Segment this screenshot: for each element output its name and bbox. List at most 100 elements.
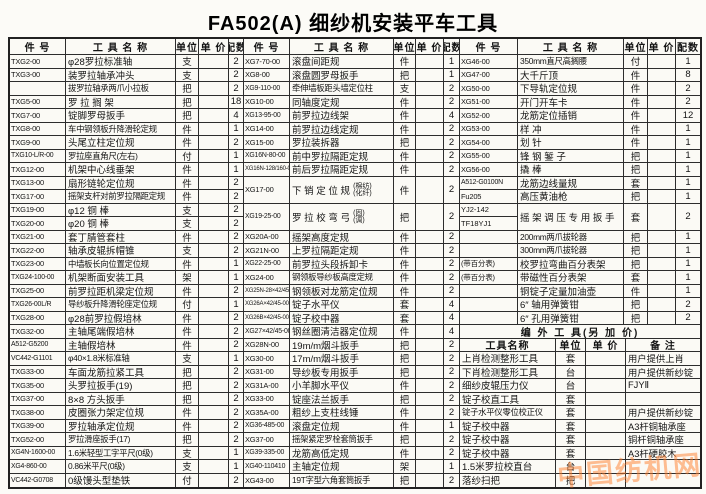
qty-cell: 1 [685,258,691,270]
tool-name-cell: 前罗拉边线架 [290,109,394,122]
part-cell: XG26B×42/45-00 [244,311,290,324]
qty-cell: 1 [685,244,691,256]
part-cell: TXG28-00 [10,311,66,324]
unit-cell: 把 [624,298,648,311]
table-row: XG52-00 龙筋定位插销件 12 [460,109,700,123]
part-cell: XG37-00 [244,433,290,446]
price-cell [199,433,229,446]
qty-cell: 1 [685,231,691,243]
extra-name-cell: 落纱扫把 [460,473,556,487]
part-cell: TXG52-00 [10,433,66,446]
unit-cell: 件 [176,311,199,324]
part-cell: TXG35-00 [10,379,66,392]
extra-name-cell: 下肖检测整形工具 [460,365,556,378]
table-row: XG43-00 19T字型六角套筒扳手把 2 [244,473,460,487]
part-cell: VC442-G1101 [10,352,66,365]
price-cell [199,55,229,68]
qty-cell: 1 [444,55,460,68]
table-row: XG54-00 划 针件 1 [460,136,700,150]
price-cell [199,311,229,324]
extra-row: 锭子校直工具套 [460,392,700,406]
table-row: XG19-25-00 罗 拉 校 弯 弓 (固) (调) 把 2 [244,203,460,231]
table-row: XG33-00 锭座法兰扳手把 2 [244,392,460,406]
table-row: XG9-110-00 牵伸墙板距头墙定位柱支 2 [244,82,460,96]
extra-note-cell: 用户提供新纱锭 [628,367,694,378]
price-cell [416,203,444,230]
part-cell: XG25N-28×42/45-00 [244,284,290,297]
qty-cell: 2 [444,338,460,351]
unit-cell: 把 [624,190,648,203]
column-name-header: 工 具 名 称 [290,39,394,54]
table-row: XG7-70-00 滚盘间距规件 1 [244,55,460,69]
table-row: XG35A-00 粗纱上支柱线锤件 2 [244,406,460,420]
table-row: TXG39-00 罗拉轴承定位规件 2 [10,419,244,433]
price-cell [199,298,229,311]
table-row: TXG5-00 罗 拉 搁 架把 18 [10,95,244,109]
unit-cell: 件 [394,230,416,243]
unit-cell: 把 [624,257,648,270]
tool-name-cell: φ28前罗拉假培林 [66,311,176,324]
unit-cell: 把 [394,203,416,230]
extra-name-cell: 锭子校中器 [460,446,556,459]
qty-cell: 1 [229,271,244,284]
qty-cell: 2 [444,176,460,203]
part-cell: A512-G5200 [10,338,66,351]
tool-name-cell: 下 销 定 位 规 (棉纺) (化纤) [290,176,394,203]
tool-name-cell: 铜锭子定量加油壶 [518,284,624,297]
price-cell [416,298,444,311]
qty-cell: 2 [229,473,244,487]
part-cell: XG14-00 [244,122,290,135]
extra-unit-cell: 套 [556,419,586,432]
part-cell: TXG3-00 [10,68,66,81]
table-row: 6″ 轴用弹簧钳把 2 [460,298,700,312]
table-row: 铜锭子定量加油壶件 1 [460,284,700,298]
unit-cell: 件 [624,82,648,95]
qty-cell: 2 [229,55,244,68]
part-cell: (带百分表) [460,271,518,284]
qty-cell: 4 [229,109,244,122]
part-cell: XG53-00 [460,122,518,135]
extra-name-cell: 锭子校中器 [460,433,556,446]
price-cell [416,406,444,419]
extra-row: 锭子校中器套 铜杆铜轴承座 [460,433,700,447]
tool-name-cell: φ28罗拉标准轴 [66,55,176,68]
unit-cell: 把 [394,136,416,149]
price-cell [648,149,676,162]
tool-name-cell: 车中钢领板升降滑轮定规 [66,122,176,135]
extra-price-cell [586,406,626,419]
table-row: TXG21-00 套丁腈管套柱件 2 [10,230,244,244]
part-cell: XG13-95-00 [244,109,290,122]
tool-name-cell: 主轴尾端假培林 [66,325,176,338]
qty-cell: 2 [229,136,244,149]
part-cell: XG50-00 [460,82,518,95]
qty-cell: 2 [229,325,244,338]
tool-name-cell: φ12 铜 棒 [66,203,176,216]
price-cell [648,298,676,311]
price-cell [648,163,676,176]
extra-unit-cell: 套 [556,446,586,459]
extra-row: 细纱皮辊压力仪台 FJYⅡ [460,379,700,393]
qty-cell: 1 [685,123,691,135]
part-cell: TXG13-00 [10,176,66,189]
qty-cell: 2 [444,406,460,419]
qty-cell: 1 [685,177,691,189]
price-cell [416,82,444,95]
part-cell: XG9-110-00 [244,82,290,95]
price-cell [648,109,676,122]
unit-cell: 把 [394,392,416,405]
extra-row: 锭子校中器套 A3杆硬胶木 [460,446,700,460]
tool-name-cell: 350mm直尺高搁腰 [518,55,624,68]
page-title: FA502(A) 细纱机安装平车工具 [207,13,499,35]
qty-cell: 2 [229,203,244,216]
table-row: XG16N-128/160-00 前后罗拉隔距定规件 2 [244,163,460,177]
qty-cell: 1 [685,150,691,162]
part-cell: XG26A×42/45-00 [244,298,290,311]
extra-name-cell: 上肖检测整形工具 [460,352,556,365]
unit-cell: 架 [176,271,199,284]
extra-note-cell: FJYⅡ [628,379,650,390]
tool-name-cell: φ20 铜 棒 [66,217,176,230]
tool-name-cell: 钢丝圈清洁器定位规 [290,325,394,338]
price-cell [199,257,229,270]
